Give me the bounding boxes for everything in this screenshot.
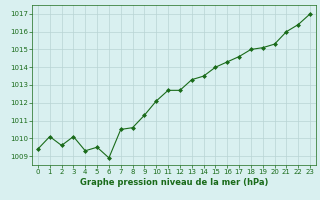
- X-axis label: Graphe pression niveau de la mer (hPa): Graphe pression niveau de la mer (hPa): [80, 178, 268, 187]
